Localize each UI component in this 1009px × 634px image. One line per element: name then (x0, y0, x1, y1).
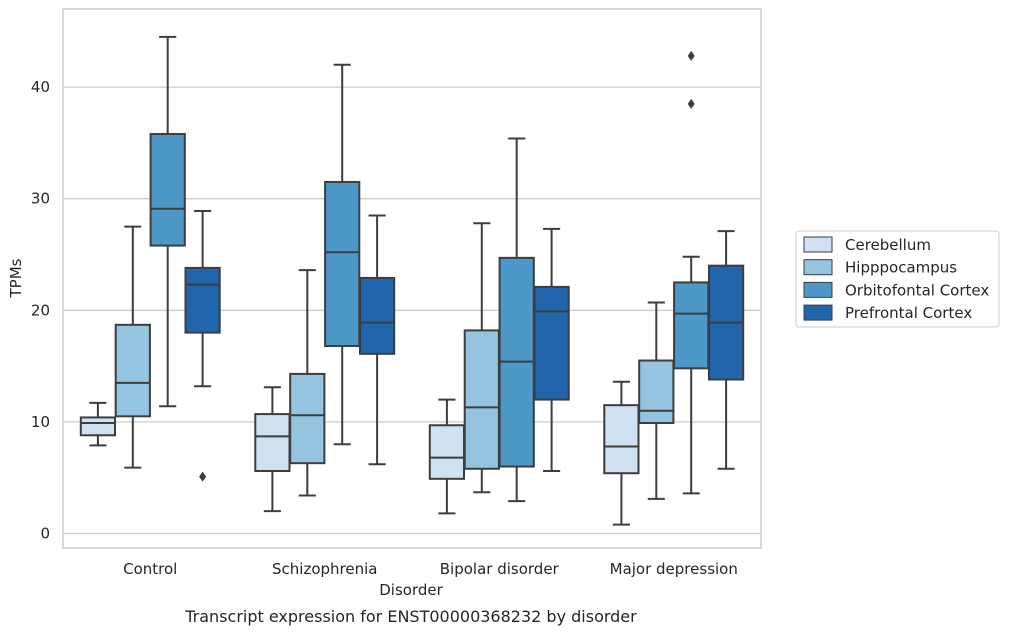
box-group (638, 301, 675, 500)
box-group (149, 35, 186, 408)
box (149, 132, 186, 247)
box-plot-series (79, 35, 745, 526)
box-group (324, 63, 361, 446)
legend-label: Hipppocampus (845, 259, 957, 277)
box-group (603, 380, 640, 526)
box-group (428, 398, 466, 515)
legend-swatch (803, 236, 833, 253)
chart-caption: Transcript expression for ENST0000036823… (184, 607, 637, 626)
legend-label: Prefrontal Cortex (845, 304, 972, 322)
box-group (358, 214, 396, 466)
y-tick-label: 20 (31, 301, 50, 319)
box (673, 281, 710, 370)
box-group (184, 209, 221, 482)
box-group (707, 230, 745, 470)
x-tick-label: Control (123, 560, 177, 578)
legend-swatch (803, 259, 833, 276)
legend: Cerebellum Hipppocampus Orbitofontal Corte… (795, 230, 1000, 328)
legend-label: Orbitofontal Cortex (845, 281, 989, 299)
y-tick-label: 40 (31, 78, 50, 96)
legend-frame (795, 230, 1000, 328)
box-group (254, 386, 291, 513)
box-group (463, 222, 500, 494)
legend-swatch (803, 304, 833, 321)
box (114, 323, 151, 418)
x-axis-ticks: Control Schizophrenia Bipolar disorder Majo… (123, 560, 738, 578)
box-group (498, 137, 535, 503)
box (463, 329, 500, 470)
box (254, 413, 291, 472)
outlier-point (687, 50, 695, 61)
y-axis-ticks: 0 10 20 30 40 (31, 78, 50, 542)
box (289, 372, 326, 465)
x-axis-label: Disorder (379, 581, 443, 599)
box (638, 359, 675, 425)
box (324, 180, 361, 348)
box-group (533, 227, 570, 472)
box (603, 404, 640, 475)
box (184, 266, 221, 334)
box (533, 285, 570, 401)
plot-area-frame (62, 8, 762, 549)
y-tick-label: 10 (31, 413, 50, 431)
box (79, 416, 117, 437)
box (428, 424, 466, 480)
box (358, 276, 396, 355)
y-axis-label: TPMs (7, 258, 25, 298)
y-tick-label: 0 (40, 524, 50, 542)
legend-label: Cerebellum (845, 236, 931, 254)
x-tick-label: Schizophrenia (272, 560, 377, 578)
box-group (673, 50, 710, 495)
box-group (79, 401, 117, 447)
x-tick-label: Major depression (610, 560, 738, 578)
box-group (289, 269, 326, 497)
box-group (114, 225, 151, 469)
outlier-point (687, 98, 695, 109)
outlier-point (199, 471, 207, 482)
legend-swatch (803, 281, 833, 298)
y-tick-label: 30 (31, 190, 50, 208)
x-tick-label: Bipolar disorder (440, 560, 560, 578)
